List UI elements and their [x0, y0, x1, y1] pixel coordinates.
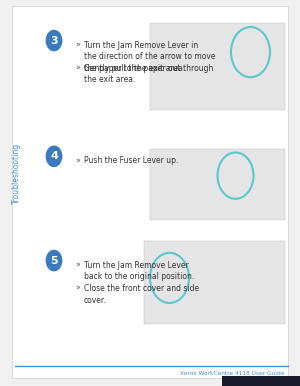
- Text: »: »: [75, 41, 80, 49]
- Text: Troubleshooting: Troubleshooting: [12, 143, 21, 204]
- Text: »: »: [75, 156, 80, 165]
- Text: Xerox WorkCentre 4118 User Guide: Xerox WorkCentre 4118 User Guide: [181, 371, 285, 376]
- Circle shape: [46, 146, 62, 167]
- Text: »: »: [75, 64, 80, 73]
- FancyBboxPatch shape: [150, 23, 285, 110]
- Text: Close the front cover and side
cover.: Close the front cover and side cover.: [84, 284, 199, 305]
- Text: 5: 5: [50, 256, 58, 266]
- Circle shape: [46, 250, 62, 271]
- FancyBboxPatch shape: [144, 241, 285, 324]
- Text: Turn the Jam Remove Lever
back to the original position.: Turn the Jam Remove Lever back to the or…: [84, 261, 194, 281]
- FancyBboxPatch shape: [150, 149, 285, 220]
- Text: 4: 4: [50, 151, 58, 161]
- FancyBboxPatch shape: [222, 376, 300, 386]
- Text: 3: 3: [50, 36, 58, 46]
- Text: »: »: [75, 284, 80, 293]
- Text: Push the Fuser Lever up.: Push the Fuser Lever up.: [84, 156, 178, 165]
- Circle shape: [46, 30, 62, 51]
- FancyBboxPatch shape: [12, 6, 288, 378]
- Text: Gently pull the paper out through
the exit area.: Gently pull the paper out through the ex…: [84, 64, 213, 85]
- Text: »: »: [75, 261, 80, 269]
- Text: Turn the Jam Remove Lever in
the direction of the arrow to move
the paper to the: Turn the Jam Remove Lever in the directi…: [84, 41, 215, 73]
